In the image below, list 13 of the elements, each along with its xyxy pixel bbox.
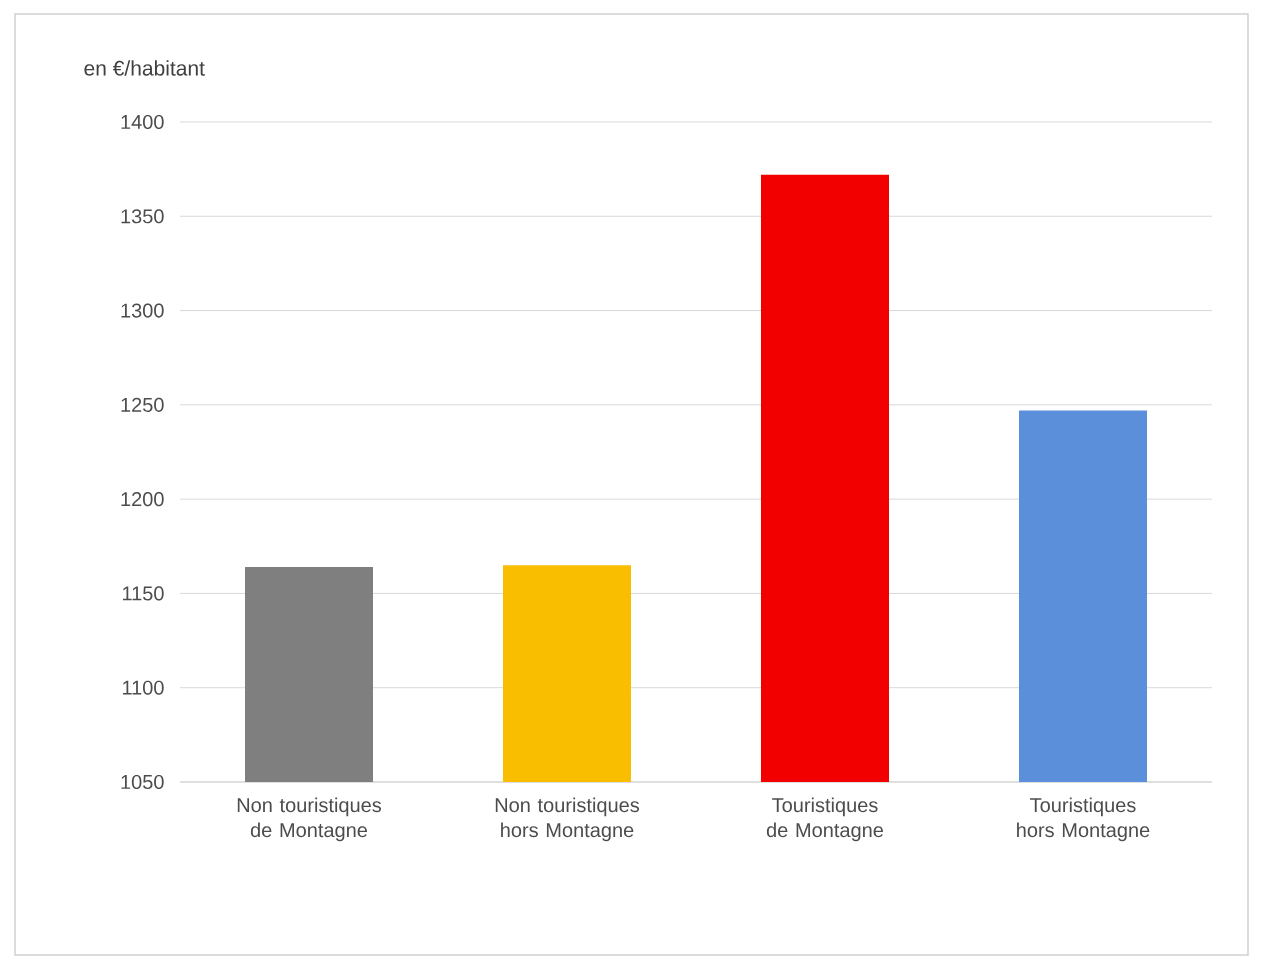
x-tick-label: Non touristiques de Montagne (237, 797, 382, 842)
y-tick-label: 1300 (121, 303, 164, 318)
y-tick-label: 1200 (121, 492, 164, 507)
x-tick-label: Touristiques hors Montagne (1017, 797, 1150, 842)
y-axis-title: en €/habitant (84, 60, 205, 76)
x-tick-label: Non touristiques hors Montagne (495, 797, 640, 842)
x-tick-label: Touristiques de Montagne (766, 797, 884, 842)
y-tick-label: 1050 (121, 774, 164, 790)
y-tick-label: 1150 (122, 586, 164, 601)
y-tick-label: 1100 (122, 680, 164, 695)
y-tick-label: 1400 (121, 114, 164, 130)
y-tick-label: 1350 (121, 209, 164, 224)
y-tick-label: 1250 (121, 397, 164, 412)
